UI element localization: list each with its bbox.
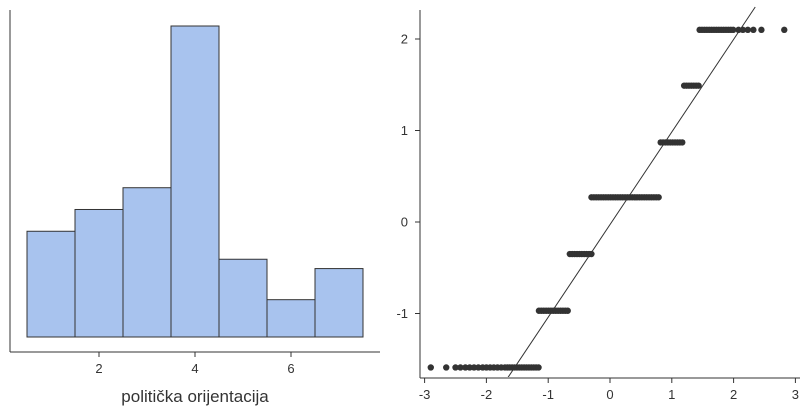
qq-y-tick-label: 0 <box>401 215 408 230</box>
qq-x-tick-label: 2 <box>730 387 737 402</box>
qq-point <box>498 364 505 371</box>
qq-point <box>758 26 765 34</box>
qq-plot-panel: -3 -2 -1 0 1 2 3 -1 0 1 2 <box>396 6 800 402</box>
histogram-bar <box>314 268 364 338</box>
histogram-panel: 2 4 6 politička orijentacija <box>9 10 380 406</box>
qq-point <box>781 26 788 34</box>
qq-x-ticks: -3 -2 -1 0 1 2 3 <box>419 378 799 402</box>
qq-point <box>452 364 459 371</box>
histogram-bar <box>170 25 220 338</box>
qq-x-tick-label: -3 <box>419 387 431 402</box>
histogram-x-ticks: 2 4 6 <box>95 352 295 376</box>
qq-y-ticks: -1 0 1 2 <box>396 32 420 321</box>
histogram-x-tick-label: 4 <box>191 361 198 376</box>
qq-point <box>679 139 686 146</box>
histogram-bar <box>122 187 172 338</box>
histogram-x-tick-label: 2 <box>95 361 102 376</box>
histogram-x-label: politička orijentacija <box>121 387 269 406</box>
qq-y-tick-label: -1 <box>396 306 408 321</box>
histogram-x-tick-label: 6 <box>287 361 294 376</box>
qq-x-tick-label: 3 <box>792 387 799 402</box>
qq-point <box>588 250 595 258</box>
qq-points <box>427 26 788 371</box>
qq-x-tick-label: 1 <box>668 387 675 402</box>
qq-point <box>750 26 757 34</box>
qq-x-tick-label: 0 <box>606 387 613 402</box>
histogram-bar <box>218 258 268 338</box>
qq-point <box>427 364 434 371</box>
qq-point <box>443 364 450 371</box>
qq-point <box>564 307 571 314</box>
qq-point <box>739 26 747 34</box>
histogram-bar <box>74 208 124 338</box>
qq-point <box>535 364 542 371</box>
histogram-bars <box>26 25 364 338</box>
histogram-bar <box>266 299 316 338</box>
qq-point <box>457 364 464 371</box>
qq-y-tick-label: 2 <box>401 32 408 47</box>
qq-x-tick-label: -1 <box>542 387 554 402</box>
qq-point <box>730 26 737 34</box>
qq-point <box>655 194 662 201</box>
histogram-bar <box>26 230 76 338</box>
qq-point <box>744 26 752 34</box>
qq-point <box>695 82 702 89</box>
qq-y-tick-label: 1 <box>401 123 408 138</box>
qq-x-tick-label: -2 <box>481 387 493 402</box>
